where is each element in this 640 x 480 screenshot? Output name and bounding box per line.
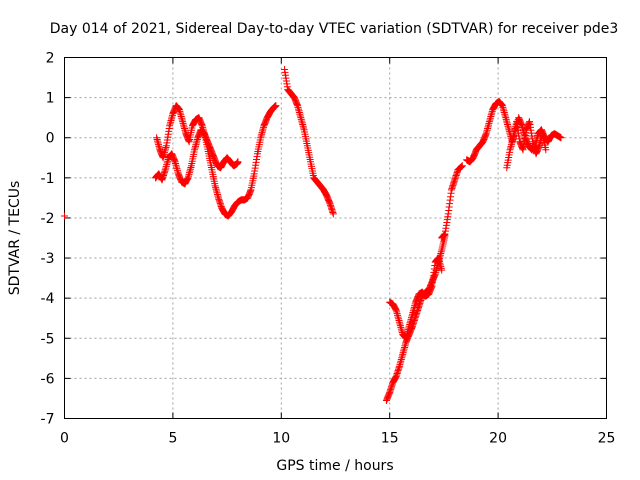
plot-frame bbox=[64, 57, 607, 419]
data-point bbox=[458, 162, 466, 170]
data-point bbox=[329, 210, 337, 218]
data-points bbox=[61, 66, 565, 404]
y-tick-label: 2 bbox=[46, 51, 55, 67]
data-point bbox=[438, 266, 446, 274]
data-point bbox=[557, 134, 565, 142]
y-tick-label: -6 bbox=[41, 371, 55, 387]
y-tick-label: -5 bbox=[41, 331, 55, 347]
y-tick-label: 0 bbox=[46, 131, 55, 147]
y-tick-label: 1 bbox=[46, 91, 55, 107]
y-axis-label: SDTVAR / TECUs bbox=[7, 181, 23, 296]
data-point bbox=[272, 102, 280, 110]
x-tick-label: 15 bbox=[381, 431, 399, 447]
grid bbox=[64, 57, 607, 419]
data-point bbox=[542, 146, 550, 154]
y-tick-label: -1 bbox=[41, 171, 55, 187]
y-tick-label: -4 bbox=[41, 291, 55, 307]
chart-title: Day 014 of 2021, Sidereal Day-to-day VTE… bbox=[50, 21, 619, 37]
x-tick-label: 25 bbox=[598, 431, 616, 447]
axis-ticks bbox=[64, 57, 607, 419]
data-point bbox=[234, 158, 242, 166]
data-point bbox=[457, 163, 465, 171]
y-tick-label: -2 bbox=[41, 211, 55, 227]
data-point bbox=[458, 162, 466, 170]
x-tick-label: 10 bbox=[272, 431, 290, 447]
x-tick-label: 0 bbox=[60, 431, 69, 447]
data-point bbox=[61, 212, 68, 220]
x-tick-label: 20 bbox=[489, 431, 507, 447]
y-tick-label: -3 bbox=[41, 251, 55, 267]
x-tick-label: 5 bbox=[168, 431, 177, 447]
y-tick-label: -7 bbox=[41, 412, 55, 428]
x-axis-label: GPS time / hours bbox=[276, 458, 393, 474]
